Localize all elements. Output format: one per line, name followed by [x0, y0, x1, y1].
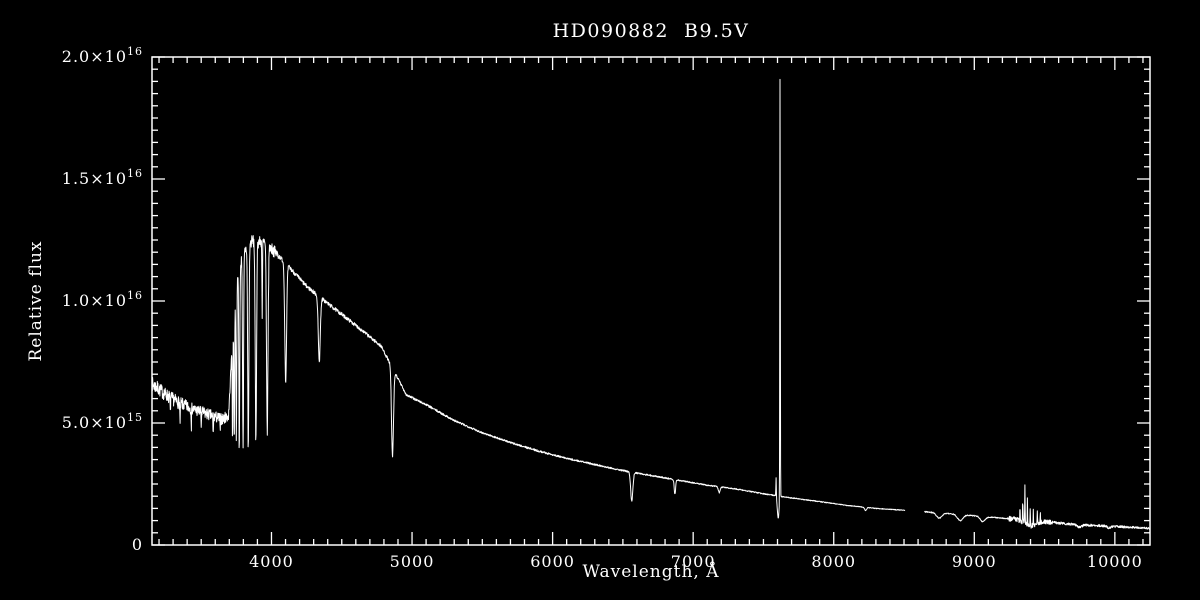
spectrum-line: [151, 78, 1151, 530]
y-axis-label: Relative flux: [26, 240, 46, 362]
x-tick-label: 10000: [1087, 552, 1143, 571]
plot-border: [151, 56, 1151, 546]
x-tick-label: 7000: [671, 552, 716, 571]
x-tick-label: 5000: [390, 552, 435, 571]
y-tick-label: 2.0×1016: [62, 45, 143, 66]
y-tick-label: 1.5×1016: [62, 167, 143, 188]
x-tick-label: 9000: [952, 552, 997, 571]
y-tick-label: 0: [132, 535, 143, 554]
x-axis-label: Wavelength, Å: [582, 562, 720, 582]
y-tick-label: 1.0×1016: [62, 289, 143, 310]
x-tick-label: 8000: [811, 552, 856, 571]
y-tick-label: 5.0×1015: [62, 411, 143, 432]
x-tick-label: 6000: [530, 552, 575, 571]
x-tick-label: 4000: [249, 552, 294, 571]
chart-title: HD090882 B9.5V: [552, 20, 750, 42]
